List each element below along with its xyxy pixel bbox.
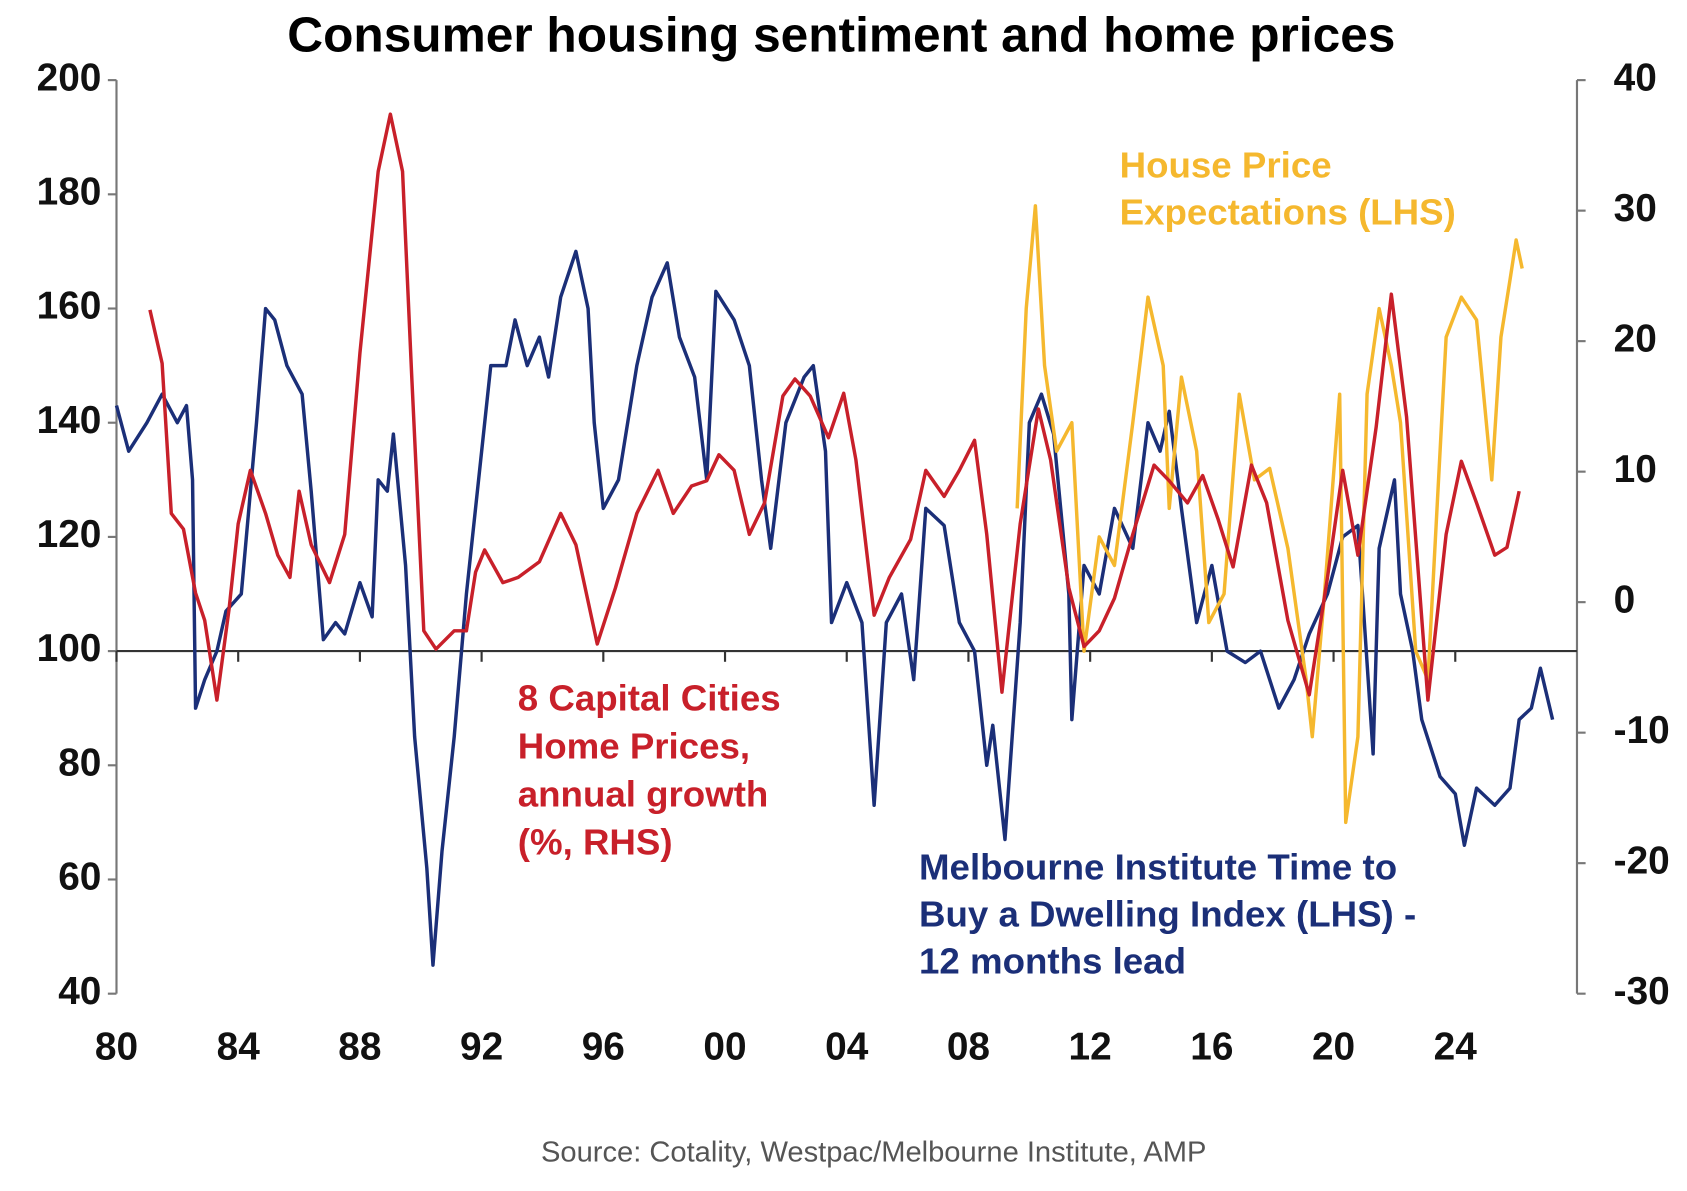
series-label: 12 months lead — [919, 941, 1186, 982]
y2-tick-label: 0 — [1614, 578, 1636, 621]
x-tick-label: 24 — [1434, 1026, 1478, 1069]
y2-tick-label: -10 — [1614, 709, 1670, 752]
x-tick-label: 20 — [1312, 1026, 1355, 1069]
series-label: Expectations (LHS) — [1120, 192, 1456, 233]
y2-tick-label: 20 — [1614, 317, 1657, 360]
x-tick-label: 16 — [1190, 1026, 1233, 1069]
y2-tick-label: -20 — [1614, 839, 1670, 882]
series-label: (%, RHS) — [518, 822, 673, 863]
x-tick-label: 92 — [460, 1026, 503, 1069]
series-label: annual growth — [518, 774, 769, 815]
series-label: Melbourne Institute Time to — [919, 846, 1397, 887]
series-line — [148, 112, 1521, 702]
x-tick-label: 88 — [338, 1026, 381, 1069]
y-tick-label: 80 — [58, 742, 101, 785]
y-tick-label: 40 — [58, 970, 101, 1013]
series-label: 8 Capital Cities — [518, 678, 781, 719]
x-tick-label: 80 — [95, 1026, 138, 1069]
y2-tick-label: -30 — [1614, 970, 1670, 1013]
series-label: Home Prices, — [518, 726, 750, 767]
x-tick-label: 12 — [1069, 1026, 1112, 1069]
y-tick-label: 160 — [37, 285, 102, 328]
series-line — [1015, 204, 1524, 825]
x-tick-label: 08 — [947, 1026, 990, 1069]
x-tick-label: 96 — [582, 1026, 625, 1069]
y-tick-label: 120 — [37, 513, 102, 556]
x-tick-label: 04 — [825, 1026, 869, 1069]
y-tick-label: 180 — [37, 171, 102, 214]
y-tick-label: 100 — [37, 627, 102, 670]
y2-tick-label: 10 — [1614, 448, 1657, 491]
source-note: Source: Cotality, Westpac/Melbourne Inst… — [541, 1137, 1206, 1169]
series-line — [114, 249, 1555, 967]
x-tick-label: 00 — [703, 1026, 746, 1069]
y2-tick-label: 30 — [1614, 187, 1657, 230]
series-label: Buy a Dwelling Index (LHS) - — [919, 893, 1416, 934]
y2-tick-label: 40 — [1614, 56, 1657, 99]
series-label: House Price — [1120, 145, 1332, 186]
y-tick-label: 60 — [58, 856, 101, 899]
x-tick-label: 84 — [217, 1026, 261, 1069]
y-tick-label: 200 — [37, 56, 102, 99]
y-tick-label: 140 — [37, 399, 102, 442]
chart-title: Consumer housing sentiment and home pric… — [287, 8, 1395, 63]
